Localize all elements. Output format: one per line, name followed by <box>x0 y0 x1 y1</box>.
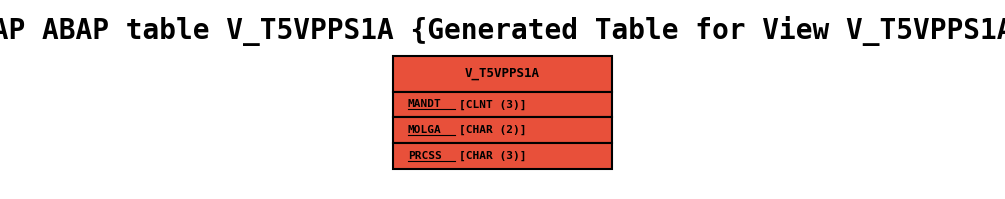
Text: [CHAR (2)]: [CHAR (2)] <box>459 125 527 136</box>
Bar <box>393 143 612 169</box>
Text: V_T5VPPS1A: V_T5VPPS1A <box>465 67 540 80</box>
Text: SAP ABAP table V_T5VPPS1A {Generated Table for View V_T5VPPS1A}: SAP ABAP table V_T5VPPS1A {Generated Tab… <box>0 16 1005 46</box>
Bar <box>393 92 612 117</box>
Bar <box>393 56 612 92</box>
Text: MANDT: MANDT <box>408 100 441 109</box>
Text: [CLNT (3)]: [CLNT (3)] <box>459 99 527 110</box>
Text: [CHAR (3)]: [CHAR (3)] <box>459 151 527 161</box>
Text: MOLGA: MOLGA <box>408 125 441 135</box>
Text: PRCSS: PRCSS <box>408 151 441 161</box>
Bar <box>393 117 612 143</box>
